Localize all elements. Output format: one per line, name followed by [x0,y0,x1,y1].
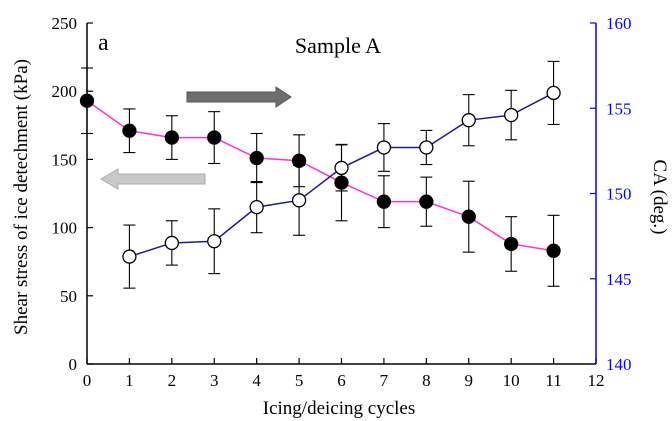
y-left-tick-label: 50 [60,287,77,306]
y-left-tick-label: 0 [69,355,78,374]
data-point [291,193,307,208]
y-left-tick-label: 100 [52,219,78,238]
series-2 [122,60,561,289]
data-point [461,209,476,224]
y-axis-title-right: CA (deg.) [649,160,670,235]
x-tick-label: 7 [380,371,389,390]
data-point [376,194,392,209]
data-point [164,130,179,145]
data-point [249,199,264,215]
data-point [122,123,137,138]
x-tick-label: 3 [210,371,219,390]
arrow-left-icon [100,168,206,190]
x-tick-label: 11 [545,371,561,390]
x-tick-label: 1 [125,371,134,390]
data-point [249,150,264,166]
chart-title: Sample A [295,33,381,58]
data-point [504,236,519,252]
data-point [546,85,561,101]
y-right-tick-label: 155 [606,99,632,118]
y-axis-title-left: Shear stress of ice detechment (kPa) [11,59,32,335]
y-left-tick-label: 150 [52,150,78,169]
data-point [504,107,519,123]
x-tick-label: 4 [252,371,261,390]
data-point [164,235,179,251]
y-left-tick-label: 250 [52,14,78,33]
data-point [207,234,222,249]
y-right-tick-label: 145 [606,270,632,289]
data-point [419,140,434,155]
data-point [122,249,137,264]
panel-label: a [98,30,109,56]
data-point [461,113,476,128]
data-point [419,194,434,209]
plot-frame [86,22,597,365]
series-layer [79,60,561,289]
x-tick-label: 9 [465,371,474,390]
x-tick-label: 10 [503,371,520,390]
x-tick-label: 5 [295,371,304,390]
x-axis-title: Icing/deicing cycles [263,398,415,419]
tick-labels: 0 1 2 3 4 5 6 7 8 9 10 11 12050100150200250140145150… [52,14,632,390]
direction-arrows [100,86,292,190]
x-tick-label: 6 [337,371,346,390]
y-left-tick-label: 200 [52,82,78,101]
y-right-tick-label: 160 [606,14,632,33]
data-point [334,160,349,176]
x-tick-label: 0 [83,371,92,390]
data-point [376,140,392,155]
data-point [207,130,222,145]
arrow-right-icon [186,86,292,108]
x-tick-label: 2 [168,371,177,390]
data-point [546,243,561,258]
y-right-tick-label: 140 [606,355,632,374]
y-right-tick-label: 150 [606,185,632,204]
series-line [86,100,554,252]
data-point [79,93,95,108]
x-tick-label: 12 [588,371,605,390]
x-tick-label: 8 [422,371,431,390]
